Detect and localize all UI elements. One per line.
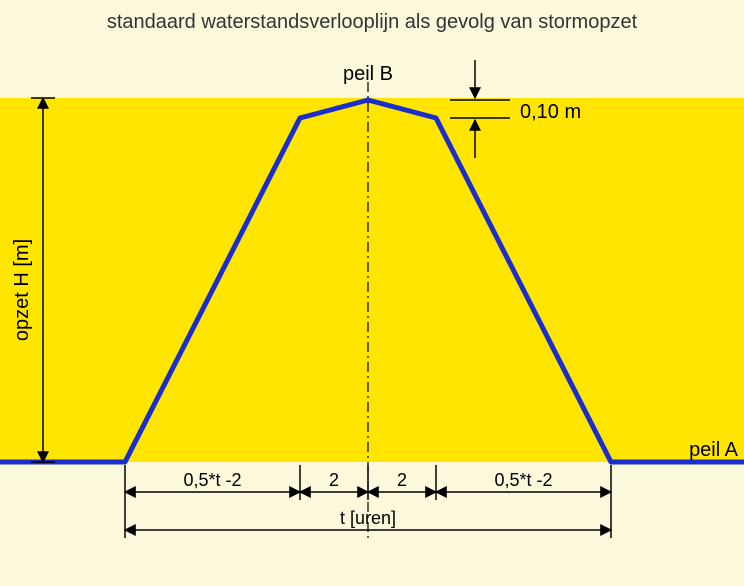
- seg-top-left-label: 2: [329, 470, 339, 490]
- offset-label: 0,10 m: [520, 101, 581, 123]
- seg-rise-label: 0,5*t -2: [183, 470, 241, 490]
- x-axis-label: t [uren]: [340, 508, 396, 528]
- diagram-title: standaard waterstandsverlooplijn als gev…: [107, 11, 638, 33]
- peak-label: peil B: [343, 63, 393, 85]
- x-segment-dimensions: 0,5*t -2 2 2 0,5*t -2: [125, 465, 611, 500]
- seg-fall-label: 0,5*t -2: [494, 470, 552, 490]
- storm-surge-diagram: standaard waterstandsverlooplijn als gev…: [0, 0, 744, 586]
- fill-region: [0, 98, 744, 462]
- seg-top-right-label: 2: [397, 470, 407, 490]
- y-axis-label: opzet H [m]: [11, 239, 33, 341]
- base-label: peil A: [689, 439, 739, 461]
